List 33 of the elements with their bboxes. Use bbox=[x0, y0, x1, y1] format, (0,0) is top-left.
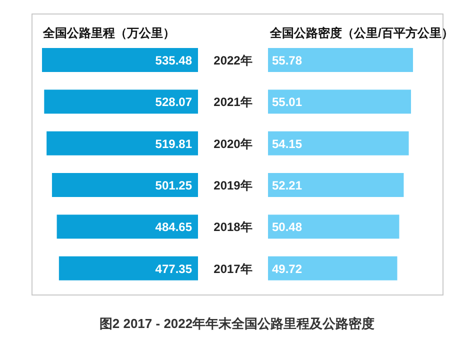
bar bbox=[46, 131, 198, 156]
data-label: 528.07 bbox=[155, 95, 192, 110]
y-tick-label: 2021年 bbox=[214, 95, 252, 110]
bar bbox=[42, 48, 198, 72]
y-tick-label: 2022年 bbox=[214, 54, 252, 68]
bar bbox=[268, 131, 409, 156]
data-label: 477.35 bbox=[155, 262, 192, 276]
data-label: 519.81 bbox=[155, 136, 192, 151]
y-tick-label: 2019年 bbox=[214, 178, 252, 192]
data-label: 49.72 bbox=[272, 262, 302, 276]
caption: 图2 2017 - 2022年年末全国公路里程及公路密度 bbox=[99, 316, 375, 331]
bar bbox=[44, 90, 198, 114]
bar bbox=[268, 173, 404, 197]
data-label: 55.78 bbox=[272, 54, 302, 68]
y-tick-label: 2020年 bbox=[214, 136, 252, 151]
bar bbox=[268, 90, 411, 114]
y-tick-label: 2017年 bbox=[214, 262, 252, 276]
bar bbox=[268, 214, 400, 239]
chart-title: 全国公路密度（公里/百平方公里） bbox=[269, 26, 454, 40]
data-label: 55.01 bbox=[272, 95, 302, 110]
bar bbox=[268, 48, 413, 72]
data-label: 52.21 bbox=[272, 178, 302, 192]
data-label: 54.15 bbox=[272, 136, 302, 151]
bar bbox=[52, 173, 198, 197]
data-label: 535.48 bbox=[155, 54, 192, 68]
bar bbox=[56, 214, 198, 239]
data-label: 50.48 bbox=[272, 220, 302, 234]
bar bbox=[58, 256, 198, 280]
data-label: 484.65 bbox=[155, 220, 192, 234]
data-label: 501.25 bbox=[155, 178, 192, 192]
chart-title: 全国公路里程（万公里） bbox=[42, 26, 175, 40]
y-tick-label: 2018年 bbox=[214, 220, 252, 234]
bar bbox=[268, 256, 398, 280]
